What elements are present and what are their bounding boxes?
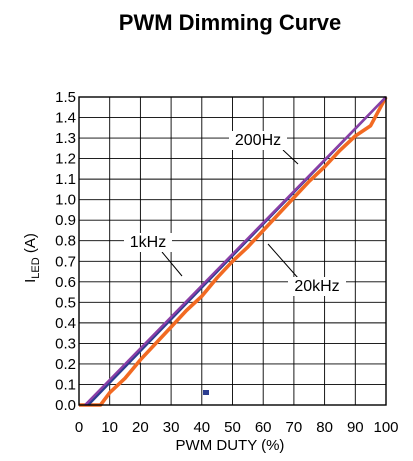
chart-series [79, 96, 388, 407]
y-tick-label: 0.6 [55, 274, 76, 291]
y-tick-label: 0.7 [55, 253, 76, 270]
annotation-bg-200hz [229, 131, 287, 150]
x-axis-ticks: 0 10 20 30 40 50 60 70 80 90 100 [75, 419, 399, 436]
y-tick-label: 0.1 [55, 376, 76, 393]
y-axis-label-unit: (A) [22, 233, 39, 257]
x-tick-label: 60 [255, 419, 272, 436]
x-tick-label: 0 [75, 419, 83, 436]
x-tick-label: 90 [347, 419, 364, 436]
series-line-1khz [84, 96, 387, 406]
y-tick-label: 1.5 [55, 89, 76, 106]
annotation-1khz: 1kHz [130, 234, 166, 251]
y-tick-label: 0.9 [55, 212, 76, 229]
series-line-20khz [79, 96, 388, 407]
y-tick-label: 1.3 [55, 130, 76, 147]
annotation-leader-200hz [282, 149, 299, 165]
y-tick-label: 0.2 [55, 356, 76, 373]
y-axis-label-sub: LED [30, 257, 42, 278]
x-tick-label: 50 [224, 419, 241, 436]
y-tick-label: 1.0 [55, 192, 76, 209]
y-axis-label-main: I [22, 279, 39, 283]
y-axis-label: ILED (A) [22, 233, 42, 283]
plot-frame [78, 96, 387, 406]
y-tick-label: 0.4 [55, 315, 76, 332]
y-tick-label: 1.1 [55, 171, 76, 188]
x-tick-label: 40 [193, 419, 210, 436]
small-marker [203, 390, 209, 395]
y-tick-label: 0.5 [55, 294, 76, 311]
y-tick-label: 0.3 [55, 335, 76, 352]
annotation-bg-20khz [288, 277, 346, 296]
y-tick-label: 0.0 [55, 397, 76, 414]
x-tick-label: 70 [286, 419, 303, 436]
y-axis-ticks: 0.0 0.1 0.2 0.3 0.4 0.5 0.6 0.7 0.8 0.9 1.0 1.1 1.2 1… [55, 89, 76, 414]
annotation-20khz: 20kHz [294, 278, 339, 295]
x-tick-label: 30 [163, 419, 180, 436]
y-tick-label: 0.8 [55, 233, 76, 250]
chart-title: PWM Dimming Curve [119, 10, 341, 35]
annotation-bg-1khz [124, 233, 172, 252]
x-tick-label: 10 [101, 419, 118, 436]
y-tick-label: 1.4 [55, 110, 76, 127]
x-tick-label: 20 [132, 419, 149, 436]
chart-annotations: 200Hz 1kHz 20kHz [124, 131, 346, 296]
annotation-200hz: 200Hz [235, 132, 281, 149]
x-axis-label: PWM DUTY (%) [176, 437, 285, 454]
x-tick-label: 100 [373, 419, 398, 436]
annotation-leader-20khz [267, 243, 299, 279]
x-tick-label: 80 [316, 419, 333, 436]
y-tick-label: 1.2 [55, 151, 76, 168]
annotation-leader-1khz [161, 251, 183, 277]
